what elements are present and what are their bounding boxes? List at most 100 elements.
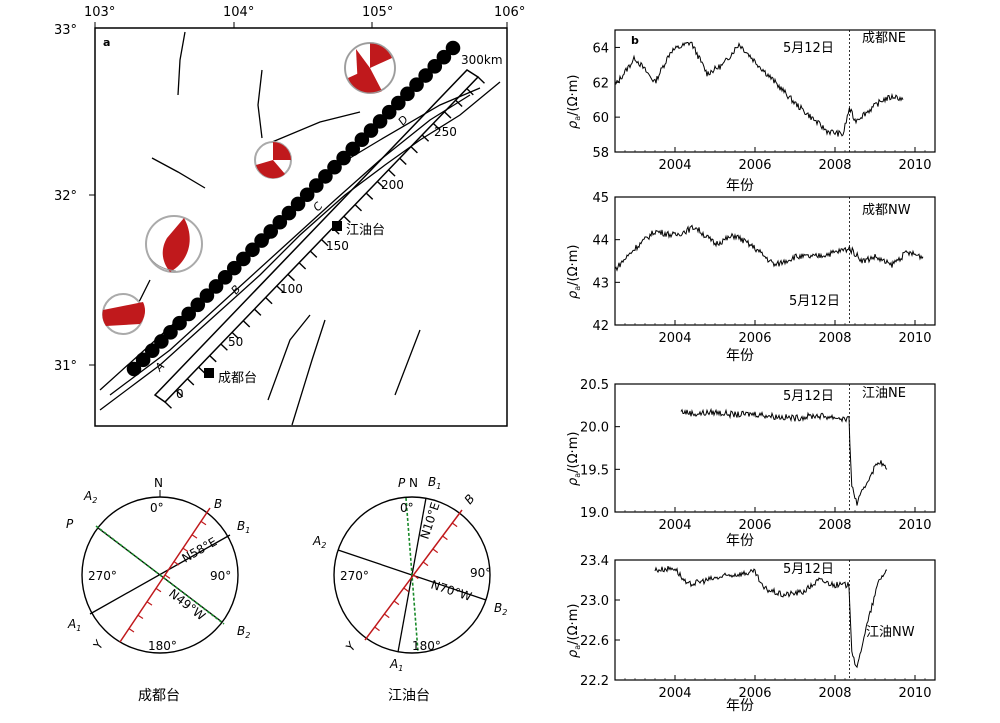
lon-tick-105: 105° — [362, 5, 393, 20]
y-tick-label: 58 — [592, 146, 609, 161]
x-tick-label: 2006 — [738, 518, 771, 533]
aftershock-bead — [144, 343, 160, 358]
y-tick-label: 60 — [592, 111, 609, 126]
y-axis-label-sub: a — [573, 645, 582, 650]
hatch-tick — [186, 378, 195, 386]
hatch-tick — [253, 308, 262, 316]
rose-chengdu-dir1: N58°E — [180, 535, 220, 566]
rose-jiangyou-0: 0° — [400, 501, 414, 515]
hatch-tick — [321, 238, 329, 247]
red-fault-tick — [200, 520, 207, 526]
rose-chengdu-b2: B2 — [237, 624, 250, 640]
rose-chengdu-90: 90° — [210, 569, 231, 583]
y-axis-label-sub: a — [573, 116, 582, 121]
rose-chengdu-title: 成都台 — [138, 688, 180, 704]
rose-chengdu-b: B — [214, 497, 222, 511]
rose-chengdu-180: 180° — [148, 639, 177, 653]
aftershock-bead — [281, 205, 297, 221]
x-tick-label: 2004 — [658, 518, 691, 533]
red-fault-tick — [374, 626, 380, 632]
x-tick-label: 2010 — [898, 686, 931, 701]
y-tick-label: 19.5 — [580, 463, 609, 478]
aftershock-bead — [381, 104, 397, 120]
aftershock-bead — [445, 40, 461, 56]
x-tick-label: 2010 — [898, 158, 931, 173]
aftershock-bead — [363, 123, 379, 138]
aftershock-beads — [126, 40, 461, 377]
y-tick-label: 62 — [592, 76, 609, 91]
event-label: 5月12日 — [783, 41, 834, 56]
resistivity-chart-4: 2004 2006 2008 2010 22.2 22.6 23.0 23.4 ρa/(Ω·m)… — [566, 554, 936, 714]
distance-label-250: 250 — [434, 125, 457, 139]
aftershock-bead — [217, 269, 233, 285]
hatch-tick — [198, 366, 206, 374]
rose-chengdu-p-line — [95, 525, 225, 625]
rose-chengdu-y: Y — [90, 637, 107, 652]
red-fault-tick — [164, 574, 171, 579]
x-tick-label: 2006 — [738, 686, 771, 701]
aftershock-bead — [236, 251, 251, 267]
hatch-tick — [220, 343, 228, 351]
jiangyou-station-label: 江油台 — [346, 223, 385, 238]
aftershock-bead — [126, 361, 142, 377]
distance-label-200: 200 — [381, 178, 404, 192]
aftershock-bead — [318, 169, 333, 184]
rose-jiangyou-b2: B2 — [494, 601, 507, 617]
rose-chengdu-p: P — [66, 517, 74, 531]
red-fault-tick — [182, 547, 189, 553]
rose-chengdu-y-ticks — [128, 520, 207, 633]
hatch-tick — [354, 204, 363, 212]
red-fault-tick — [128, 628, 135, 633]
y-axis-label: ρa/(Ω·m) — [566, 604, 582, 658]
aftershock-bead — [254, 233, 269, 248]
lat-tick-33: 33° — [54, 23, 77, 38]
red-fault-tick — [432, 548, 439, 554]
hatch-tick — [298, 262, 307, 270]
x-tick-label: 2008 — [818, 518, 851, 533]
red-fault-tick — [422, 561, 429, 567]
event-label: 5月12日 — [789, 294, 840, 309]
aftershock-bead — [199, 288, 215, 303]
red-fault-tick — [451, 522, 458, 528]
hatch-tick — [231, 331, 240, 340]
aftershock-bead — [172, 315, 187, 331]
hatch-tick — [388, 169, 396, 177]
aftershock-bead — [163, 325, 178, 340]
hatch-tick — [466, 88, 474, 96]
chart-title: 江油NW — [866, 625, 915, 640]
aftershock-bead — [226, 260, 242, 276]
focal-mechanism-1 — [344, 42, 396, 94]
x-tick-label: 2004 — [658, 686, 691, 701]
hatch-tick — [276, 285, 284, 293]
resistivity-chart-2: 2004 2006 2008 2010 42 43 44 45 ρa/(Ω·m) 年份 成都NW 5月… — [566, 191, 936, 364]
aftershock-bead — [436, 49, 452, 65]
distance-label-300: 300km — [461, 53, 503, 67]
y-axis-label-unit: /(Ω·m) — [566, 604, 581, 645]
rose-jiangyou-y-ticks — [374, 522, 458, 632]
aftershock-bead — [308, 178, 324, 193]
red-fault-tick — [384, 613, 390, 619]
aftershock-bead — [354, 132, 370, 148]
hatch-tick — [399, 157, 407, 165]
aftershock-bead — [418, 68, 433, 83]
hatch-tick — [477, 76, 485, 84]
event-label: 5月12日 — [783, 389, 834, 404]
red-fault-tick — [137, 614, 144, 620]
y-tick-label: 64 — [592, 41, 609, 56]
rose-jiangyou-a1: A1 — [389, 657, 403, 673]
y-tick-label: 44 — [592, 234, 609, 249]
hatch-tick — [175, 389, 184, 398]
rose-jiangyou-a2: A2 — [312, 534, 326, 550]
y-axis-label-rho: ρ — [566, 290, 581, 299]
rose-jiangyou: P N B1 0° B N10°E A2 270° 90° N70°W B2 1… — [312, 475, 507, 704]
y-tick-label: 45 — [592, 191, 609, 206]
rose-chengdu: N 0° 90° 180° 270° A2 P B B1 B2 A1 Y N58… — [66, 476, 250, 704]
red-fault-tick — [442, 535, 448, 541]
y-tick-label: 20.0 — [580, 421, 609, 436]
y-tick-label: 19.0 — [580, 506, 609, 521]
chart-title: 成都NE — [862, 31, 906, 46]
y-tick-label: 20.5 — [580, 378, 609, 393]
y-axis-label: ρa/(Ω·m) — [566, 432, 582, 486]
rose-jiangyou-dir2: N70°W — [429, 578, 474, 604]
rose-jiangyou-p-line — [405, 497, 419, 653]
